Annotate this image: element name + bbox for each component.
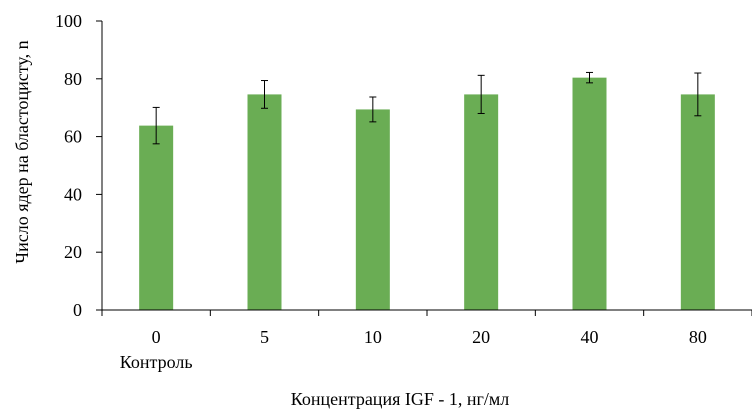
error-bar-80 xyxy=(694,72,702,117)
x-axis-title: Концентрация IGF - 1, нг/мл xyxy=(291,389,510,409)
y-tick-label: 100 xyxy=(55,11,82,31)
x-tick-sublabel: Контроль xyxy=(120,352,193,372)
x-tick-label: 10 xyxy=(364,327,382,347)
y-axis-title: Число ядер на бластоцисту, n xyxy=(12,40,32,263)
bar-20 xyxy=(464,94,499,310)
error-bar-40 xyxy=(586,71,593,84)
error-bar-5 xyxy=(261,80,268,109)
error-bar-10 xyxy=(369,96,377,123)
tick-labels-group: 0 20 40 60 80 100 0 Контроль 5 10 20 40 80 xyxy=(55,11,707,372)
bar-10 xyxy=(355,109,390,311)
y-tick-label: 80 xyxy=(64,69,82,89)
y-tick-label: 60 xyxy=(64,127,82,147)
error-bars-group xyxy=(152,71,702,145)
x-tick-label: 40 xyxy=(581,327,599,347)
axes-group xyxy=(96,20,752,316)
y-tick-label: 40 xyxy=(64,184,82,204)
bar-40 xyxy=(572,77,607,310)
bars-group xyxy=(139,77,715,311)
bar-5 xyxy=(247,94,282,310)
y-tick-label: 0 xyxy=(73,300,82,320)
error-bar-0 xyxy=(152,106,160,145)
x-tick-label: 5 xyxy=(260,327,269,347)
error-bar-20 xyxy=(477,74,485,114)
bar-0 xyxy=(139,125,174,310)
x-tick-label: 20 xyxy=(472,327,490,347)
x-tick-label: 80 xyxy=(689,327,707,347)
y-tick-label: 20 xyxy=(64,242,82,262)
bar-80 xyxy=(680,94,715,310)
x-tick-label: 0 xyxy=(152,327,161,347)
